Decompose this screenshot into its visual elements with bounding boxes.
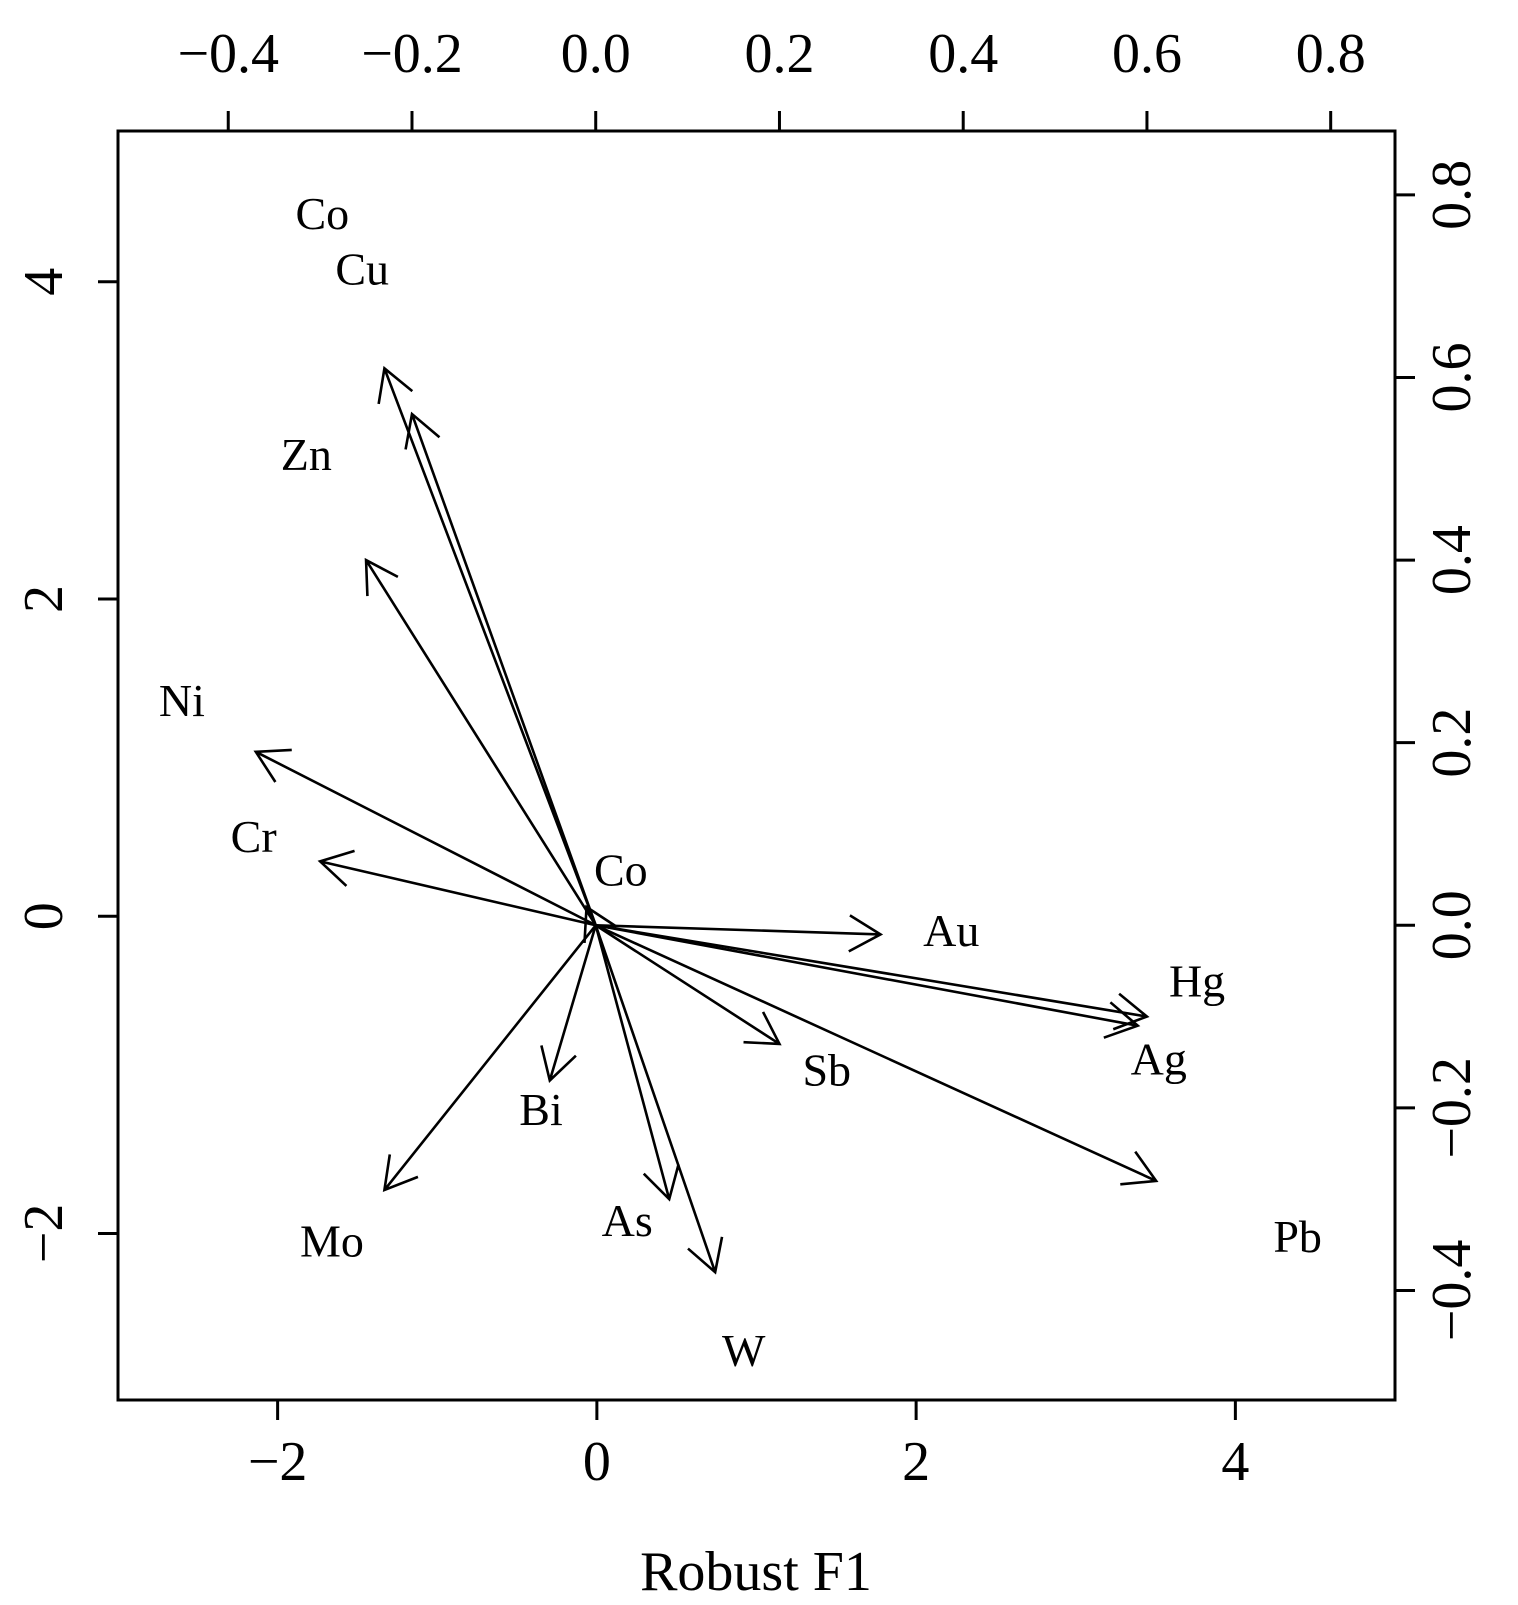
loading-arrow (540, 924, 597, 1083)
loading-arrows (253, 365, 1159, 1275)
x-tick-label: −2 (248, 1431, 308, 1493)
variable-label: As (602, 1195, 653, 1246)
variable-label: Cr (231, 811, 277, 862)
right-tick-label: 0.8 (1421, 160, 1483, 230)
top-tick-label: 0.4 (928, 23, 998, 85)
variable-label: W (722, 1325, 766, 1376)
top-tick-label: −0.2 (361, 23, 463, 85)
right-tick-label: 0.4 (1421, 525, 1483, 595)
x-tick-label: 4 (1221, 1431, 1249, 1493)
variable-label: Pb (1273, 1211, 1322, 1262)
loading-arrow (317, 849, 597, 927)
loading-arrow (595, 923, 1150, 1031)
loading-arrow (382, 924, 597, 1193)
top-tick-label: 0.0 (561, 23, 631, 85)
right-tick-label: −0.2 (1421, 1057, 1483, 1159)
loading-arrow (583, 904, 618, 944)
variable-label: Co (594, 845, 648, 896)
plot-frame (116, 129, 1397, 1402)
top-tick-label: 0.6 (1112, 23, 1182, 85)
x-tick-label: 0 (583, 1431, 611, 1493)
top-tick-label: 0.2 (744, 23, 814, 85)
right-axis: −0.4 −0.2 0.0 0.2 0.4 0.6 0.8 (1393, 160, 1483, 1342)
loading-arrow (253, 748, 597, 927)
variable-label: Au (923, 905, 979, 956)
y-tick-label: −2 (13, 1204, 75, 1264)
loading-arrow (377, 365, 597, 926)
loading-arrow (595, 924, 1159, 1186)
bottom-axis: −2 0 2 4 (248, 1398, 1249, 1493)
loading-arrow (594, 924, 724, 1275)
x-axis-title: Robust F1 (640, 1541, 872, 1603)
right-tick-label: −0.4 (1421, 1240, 1483, 1342)
y-tick-label: 2 (13, 585, 75, 613)
variable-label: Ag (1131, 1033, 1187, 1084)
variable-label: Zn (281, 429, 332, 480)
loading-arrow (364, 557, 597, 926)
right-tick-label: 0.2 (1421, 708, 1483, 778)
x-tick-label: 2 (902, 1431, 930, 1493)
right-tick-label: 0.6 (1421, 342, 1483, 412)
variable-label: Cu (335, 243, 389, 294)
variable-label: Hg (1169, 956, 1225, 1007)
loading-arrow (594, 924, 680, 1202)
variable-label: Co (295, 188, 349, 239)
variable-label: Sb (802, 1044, 851, 1095)
top-tick-label: 0.8 (1296, 23, 1366, 85)
left-axis: −2 0 2 4 (13, 268, 120, 1264)
loading-arrow (404, 411, 597, 926)
loading-arrow (595, 923, 1141, 1039)
variable-label: Bi (519, 1084, 562, 1135)
variable-label: Ni (159, 675, 205, 726)
variable-label: Mo (300, 1216, 364, 1267)
loading-arrow (595, 924, 782, 1046)
top-tick-label: −0.4 (177, 23, 279, 85)
loading-arrow (595, 914, 884, 953)
right-tick-label: 0.0 (1421, 890, 1483, 960)
y-tick-label: 0 (13, 902, 75, 930)
y-tick-label: 4 (13, 268, 75, 296)
top-axis: −0.4 −0.2 0.0 0.2 0.4 0.6 0.8 (177, 23, 1366, 133)
